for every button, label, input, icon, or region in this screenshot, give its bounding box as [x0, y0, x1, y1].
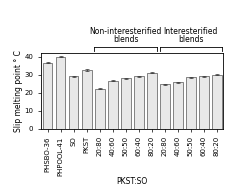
Text: blends: blends: [113, 35, 138, 44]
Bar: [185, 77, 195, 129]
Bar: [211, 75, 221, 129]
Bar: [146, 73, 156, 129]
Text: Non-interesterified: Non-interesterified: [89, 27, 161, 36]
Bar: [198, 76, 208, 129]
Bar: [172, 82, 182, 129]
Bar: [81, 70, 91, 129]
Bar: [42, 63, 52, 129]
Bar: [107, 81, 117, 129]
Bar: [133, 76, 143, 129]
X-axis label: PKST:SO: PKST:SO: [116, 177, 147, 186]
Bar: [120, 78, 130, 129]
Bar: [94, 89, 104, 129]
Text: Interesterified: Interesterified: [163, 27, 217, 36]
Y-axis label: Slip melting point ° C: Slip melting point ° C: [14, 50, 23, 132]
Text: blends: blends: [177, 35, 203, 44]
Bar: [159, 84, 169, 129]
Bar: [68, 76, 78, 129]
Bar: [55, 57, 65, 129]
